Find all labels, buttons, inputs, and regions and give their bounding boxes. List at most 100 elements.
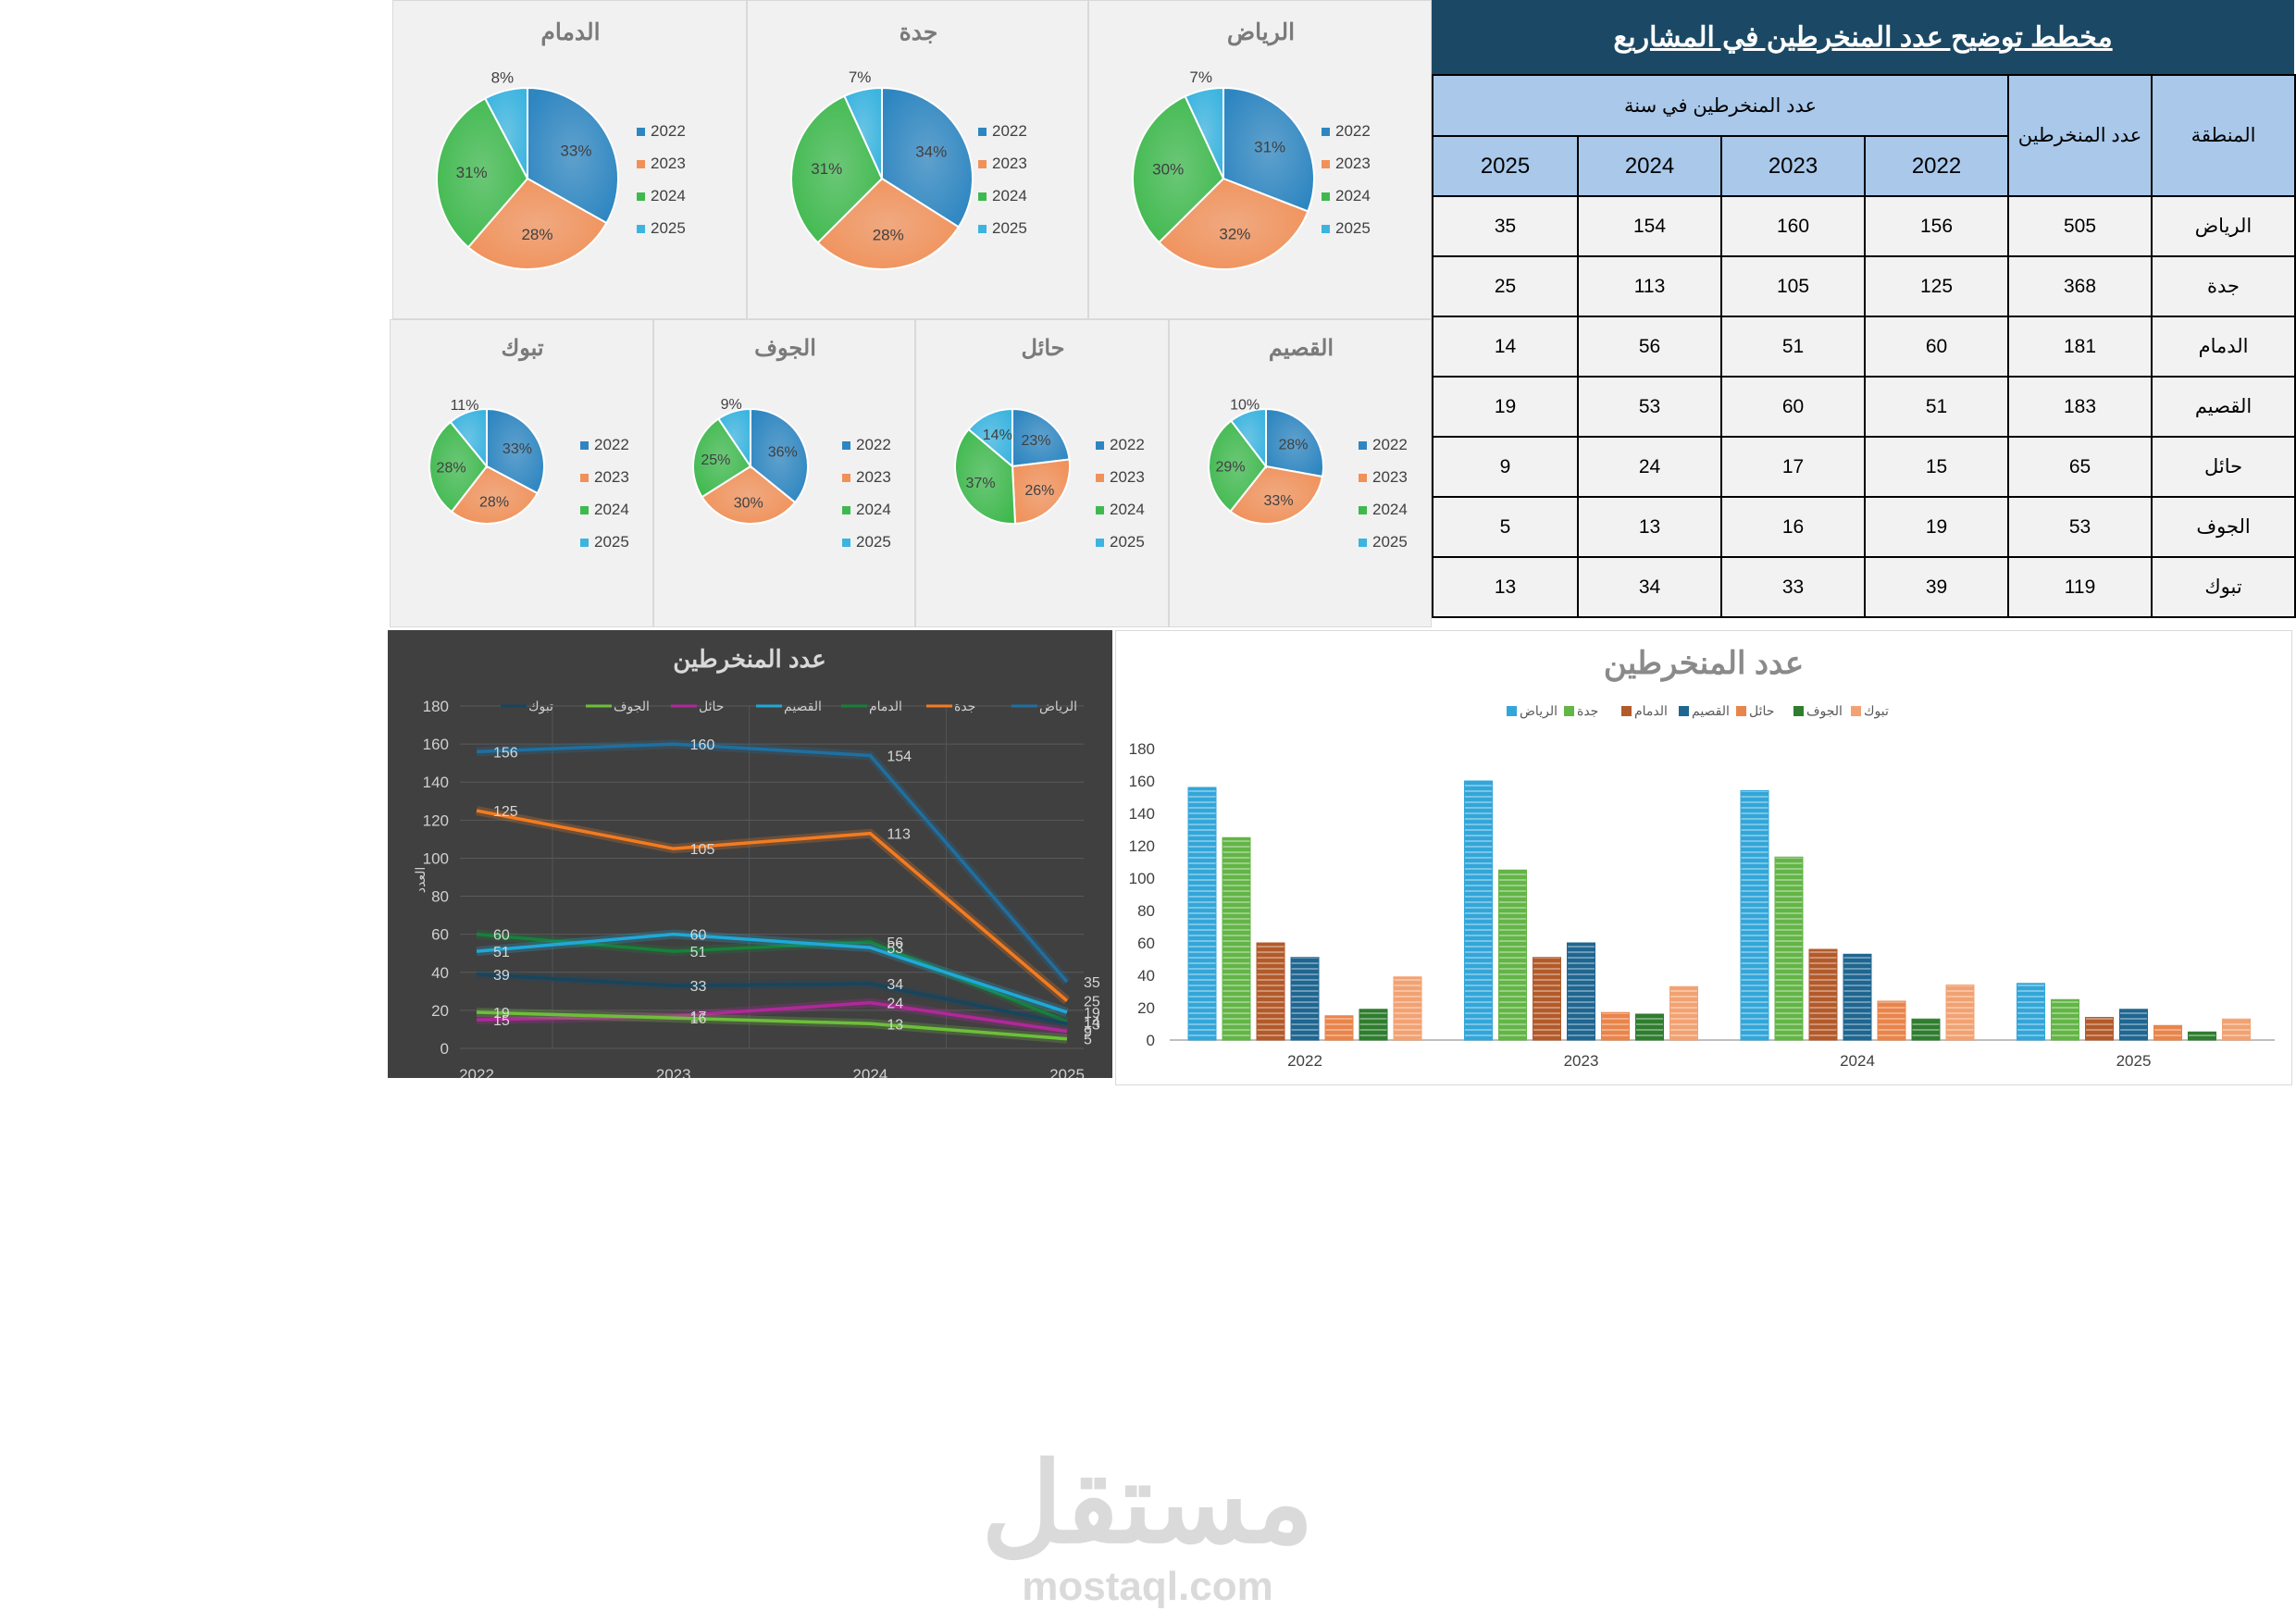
region-cell: القصيم bbox=[2151, 376, 2296, 438]
pie-slice-label: 8% bbox=[491, 69, 515, 87]
pie-title: حائل bbox=[1021, 336, 1064, 361]
legend-label: 2025 bbox=[1372, 533, 1408, 551]
legend-label: 2022 bbox=[1110, 436, 1145, 453]
year-value-cell: 17 bbox=[1720, 436, 1867, 498]
data-label: 13 bbox=[1084, 1017, 1100, 1033]
legend-swatch bbox=[842, 441, 850, 450]
pie-slice-label: 30% bbox=[734, 495, 763, 511]
data-label: 5 bbox=[1084, 1033, 1092, 1048]
data-label: 51 bbox=[493, 945, 510, 960]
line-chart-title: عدد المنخرطين bbox=[673, 645, 825, 674]
line-chart-svg: عدد المنخرطين العدد 0 20 40 60 80 100 120 140 160 1… bbox=[413, 645, 1144, 1084]
legend-label: الدمام bbox=[869, 699, 902, 714]
y-tick-label: 0 bbox=[441, 1040, 449, 1058]
year-value-cell: 53 bbox=[1577, 376, 1723, 438]
bar bbox=[2017, 983, 2045, 1041]
table-row: القصيم 183 51 60 53 19 bbox=[1431, 376, 2296, 438]
pie-slice bbox=[1011, 458, 1071, 525]
pie-chart-svg: جدة 34% 28% 31% 7% 2022 2023 2024 2025 bbox=[790, 19, 1027, 270]
pie-chart-svg: الدمام 33% 28% 31% 8% 2022 2023 2024 2025 bbox=[436, 19, 686, 270]
y-tick-label: 40 bbox=[1137, 967, 1155, 985]
pie-chart-svg: الرياض 31% 32% 30% 7% 2022 2023 2024 2025 bbox=[1132, 19, 1371, 270]
line-chart-panel: عدد المنخرطين العدد 0 20 40 60 80 100 120 140 160 1… bbox=[388, 630, 1144, 1084]
data-label: 105 bbox=[690, 842, 715, 858]
year-value-cell: 19 bbox=[1864, 496, 2010, 558]
table-row: الرياض 505 156 160 154 35 bbox=[1431, 195, 2296, 257]
pie-chart-svg: حائل 23% 26% 37% 14% 2022 2023 2024 2025 bbox=[954, 336, 1145, 551]
region-cell: الجوف bbox=[2151, 496, 2296, 558]
pie-slice bbox=[483, 86, 528, 180]
table-row: تبوك 119 39 33 34 13 bbox=[1431, 556, 2296, 618]
data-label: 154 bbox=[887, 749, 912, 764]
y-tick-label: 60 bbox=[431, 926, 449, 944]
y-tick-label: 80 bbox=[1137, 902, 1155, 920]
data-label: 113 bbox=[887, 827, 911, 843]
pie-slice bbox=[967, 407, 1013, 469]
data-label: 9 bbox=[1084, 1025, 1092, 1041]
bar bbox=[1877, 1000, 1906, 1041]
pie-slice bbox=[1011, 407, 1071, 468]
series-line bbox=[476, 932, 1068, 1014]
y-tick-label: 120 bbox=[1129, 837, 1155, 855]
pie-slice-label: 9% bbox=[721, 397, 742, 413]
year-value-cell: 16 bbox=[1720, 496, 1867, 558]
legend-label: 2024 bbox=[856, 501, 891, 518]
pie-slice-label: 26% bbox=[1024, 483, 1054, 499]
x-tick-label: 2022 bbox=[459, 1066, 494, 1078]
legend-swatch bbox=[1359, 506, 1367, 514]
total-cell: 368 bbox=[2007, 255, 2153, 317]
year-value-cell: 105 bbox=[1720, 255, 1867, 317]
legend-swatch bbox=[1851, 706, 1861, 716]
year-value-cell: 51 bbox=[1720, 316, 1867, 378]
legend-swatch bbox=[1736, 706, 1746, 716]
bar bbox=[1567, 942, 1595, 1041]
bar bbox=[2188, 1031, 2216, 1041]
y-tick-label: 180 bbox=[1129, 740, 1155, 758]
table-row: جدة 368 125 105 113 25 bbox=[1431, 255, 2296, 317]
header-year: 2024 bbox=[1577, 135, 1723, 197]
legend-label: الدمام bbox=[1634, 703, 1668, 719]
region-cell: الدمام bbox=[2151, 316, 2296, 378]
pie-slice bbox=[954, 427, 1017, 525]
pie-slice-label: 31% bbox=[1254, 139, 1285, 156]
legend-label: 2022 bbox=[856, 436, 891, 453]
x-tick-label: 2025 bbox=[1049, 1066, 1085, 1078]
year-value-cell: 24 bbox=[1577, 436, 1723, 498]
legend-label: 2022 bbox=[651, 122, 686, 140]
legend-label: 2022 bbox=[1372, 436, 1408, 453]
legend-label: القصيم bbox=[1692, 703, 1730, 719]
total-cell: 65 bbox=[2007, 436, 2153, 498]
pie-slice bbox=[750, 407, 809, 504]
pie-slice-label: 7% bbox=[1189, 68, 1212, 86]
legend-swatch bbox=[1359, 441, 1367, 450]
y-tick-label: 20 bbox=[1137, 999, 1155, 1017]
pie-slice bbox=[790, 94, 884, 244]
legend-label: تبوك bbox=[528, 699, 553, 714]
bar bbox=[1393, 976, 1422, 1041]
pie-title: جدة bbox=[900, 19, 938, 45]
table-title: مخطط توضيح عدد المنخرطين في المشاريع bbox=[1432, 0, 2294, 74]
legend-label: 2025 bbox=[651, 219, 686, 237]
pie-slice-label: 33% bbox=[1264, 493, 1294, 509]
data-label: 56 bbox=[887, 935, 903, 951]
legend-swatch bbox=[978, 225, 987, 233]
pie-slice-label: 30% bbox=[1152, 160, 1184, 178]
pie-slice-label: 34% bbox=[915, 143, 947, 161]
pie-slice bbox=[486, 407, 545, 495]
series-line bbox=[476, 1010, 1068, 1041]
pie-slice-label: 10% bbox=[1230, 397, 1260, 413]
legend-swatch bbox=[1322, 160, 1330, 168]
legend-swatch bbox=[637, 225, 645, 233]
legend-label: 2022 bbox=[992, 122, 1027, 140]
pie-slice-label: 28% bbox=[521, 226, 552, 243]
y-axis-title: العدد bbox=[413, 867, 428, 894]
legend-swatch bbox=[580, 506, 589, 514]
header-year: 2022 bbox=[1864, 135, 2010, 197]
table-row: حائل 65 15 17 24 9 bbox=[1431, 436, 2296, 498]
x-tick-label: 2023 bbox=[656, 1066, 691, 1078]
y-tick-label: 160 bbox=[423, 736, 449, 753]
header-year: 2023 bbox=[1720, 135, 1867, 197]
y-tick-label: 60 bbox=[1137, 935, 1155, 952]
year-value-cell: 156 bbox=[1864, 195, 2010, 257]
bar bbox=[1669, 985, 1698, 1041]
